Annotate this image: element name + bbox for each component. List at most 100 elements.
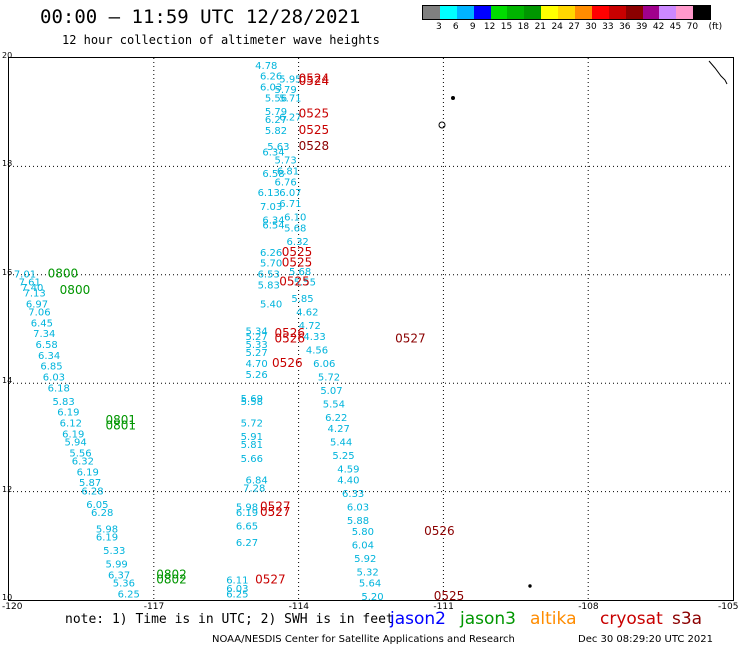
- legend-label: 3: [436, 22, 442, 32]
- swh-value: 5.88: [347, 516, 369, 527]
- swh-value: 5.54: [323, 400, 345, 411]
- swh-value: 6.81: [277, 167, 299, 178]
- swh-value: 7.13: [23, 288, 45, 299]
- lon-tick-label: -111: [433, 602, 454, 612]
- swh-value: 5.69: [241, 394, 263, 405]
- swh-value: 5.34: [246, 326, 268, 337]
- swh-value: 5.40: [260, 299, 282, 310]
- swh-value: 6.76: [274, 177, 296, 188]
- swh-value: 5.85: [291, 294, 313, 305]
- swh-value: 6.19: [96, 532, 118, 543]
- swh-value: 4.33: [303, 332, 325, 343]
- lat-tick-label: 18: [2, 159, 13, 169]
- sat-label-altika: altika: [530, 609, 577, 629]
- credit-text: NOAA/NESDIS Center for Satellite Applica…: [212, 634, 515, 645]
- swh-value: 6.06: [313, 359, 335, 370]
- swh-value: 5.56: [69, 448, 91, 459]
- legend-swatch-16: [693, 6, 711, 19]
- coastline-mark: [708, 60, 728, 85]
- sat-label-jason3: jason3: [460, 609, 516, 629]
- pass-time-cryosat: 0526: [274, 332, 305, 346]
- legend-swatch-7: [541, 6, 559, 19]
- lon-tick-label: -117: [143, 602, 165, 612]
- swh-value: 6.28: [91, 508, 113, 519]
- pass-time-jason3: 0800: [60, 283, 91, 297]
- swh-value: 5.63: [267, 142, 289, 153]
- swh-value: 6.19: [236, 508, 258, 519]
- swh-value: 5.33: [246, 340, 268, 351]
- legend-label: 36: [619, 22, 631, 32]
- swh-value: 6.53: [258, 270, 280, 281]
- lat-tick-label: 12: [2, 484, 13, 494]
- lon-tick-label: -108: [578, 602, 599, 612]
- pass-time-cryosat: 0525: [299, 123, 330, 137]
- swh-value: 4.59: [337, 465, 359, 476]
- swh-value: 6.84: [246, 475, 268, 486]
- swh-value: 6.11: [226, 576, 248, 587]
- swh-value: 6.34: [262, 215, 284, 226]
- swh-value: 7.03: [260, 202, 282, 213]
- swh-value: 5.79: [274, 85, 296, 96]
- swh-value: 5.58: [241, 397, 263, 408]
- legend-label: 21: [534, 22, 547, 32]
- swh-value: 6.03: [226, 584, 248, 595]
- swh-value: 5.68: [289, 267, 311, 278]
- swh-value: 4.78: [255, 61, 277, 72]
- footer-note: note: 1) Time is in UTC; 2) SWH is in fe…: [65, 612, 394, 627]
- swh-value: 5.81: [241, 440, 263, 451]
- island-mark: [438, 121, 446, 129]
- legend-label: 12: [483, 22, 496, 32]
- swh-value: 6.33: [342, 489, 364, 500]
- swh-value: 5.20: [361, 592, 383, 600]
- pass-time-jason3: 0802: [156, 567, 187, 581]
- swh-value: 6.97: [26, 299, 48, 310]
- swh-value: 5.91: [241, 432, 263, 443]
- legend-label: 15: [500, 22, 513, 32]
- swh-value: 4.56: [306, 345, 328, 356]
- pass-time-cryosat: 0525: [282, 245, 313, 259]
- swh-value: 5.27: [246, 348, 268, 359]
- swh-value: 6.34: [262, 148, 284, 159]
- swh-value: 5.07: [320, 386, 342, 397]
- pass-time-jason3: 0801: [106, 413, 137, 427]
- swh-value: 5.83: [52, 397, 74, 408]
- legend-swatch-14: [659, 6, 677, 19]
- legend-unit-label: (ft): [708, 22, 723, 32]
- swh-value: 5.73: [274, 156, 296, 167]
- swh-value: 6.32: [72, 457, 94, 468]
- swh-value: 5.66: [241, 454, 263, 465]
- swh-value: 6.25: [118, 589, 140, 600]
- swh-value: 6.25: [226, 589, 248, 600]
- swh-value: 5.68: [284, 223, 306, 234]
- pass-time-cryosat: 0526: [272, 356, 303, 370]
- legend-label: 27: [568, 22, 580, 32]
- swh-value: 5.95: [279, 74, 301, 85]
- page-subtitle: 12 hour collection of altimeter wave hei…: [62, 33, 380, 47]
- swh-value: 6.12: [60, 419, 82, 430]
- swh-value: 5.55: [294, 278, 316, 289]
- legend-swatch-15: [676, 6, 694, 19]
- swh-value: 5.32: [357, 568, 379, 579]
- swh-value: 6.13: [258, 188, 280, 199]
- swh-value: 6.37: [108, 570, 130, 581]
- legend-swatch-3: [473, 6, 491, 19]
- swh-value: 6.04: [352, 541, 374, 552]
- sat-label-jason2: jason2: [390, 609, 446, 629]
- swh-value: 6.85: [40, 362, 62, 373]
- pass-time-jason3: 0802: [156, 573, 187, 587]
- pass-time-s3a: 0526: [424, 524, 455, 538]
- legend-swatch-9: [575, 6, 592, 19]
- swh-value: 6.22: [325, 413, 347, 424]
- swh-value: 6.27: [236, 538, 258, 549]
- swh-value: 5.80: [352, 527, 374, 538]
- timestamp-text: Dec 30 08:29:20 UTC 2021: [578, 634, 713, 645]
- wave-height-map: 4.78 6.26 5.95 6.03 5.79 5.56 5.71 5.79 6.27 6.27…: [8, 57, 734, 601]
- swh-value: 7.01: [14, 270, 36, 281]
- pass-time-cryosat: 0527: [260, 505, 291, 519]
- swh-value: 6.26: [260, 248, 282, 259]
- swh-value: 6.19: [77, 467, 99, 478]
- swh-value: 6.27: [265, 115, 287, 126]
- swh-value: 5.72: [318, 372, 340, 383]
- swh-value: 5.83: [258, 280, 280, 291]
- swh-value: 7.34: [33, 329, 55, 340]
